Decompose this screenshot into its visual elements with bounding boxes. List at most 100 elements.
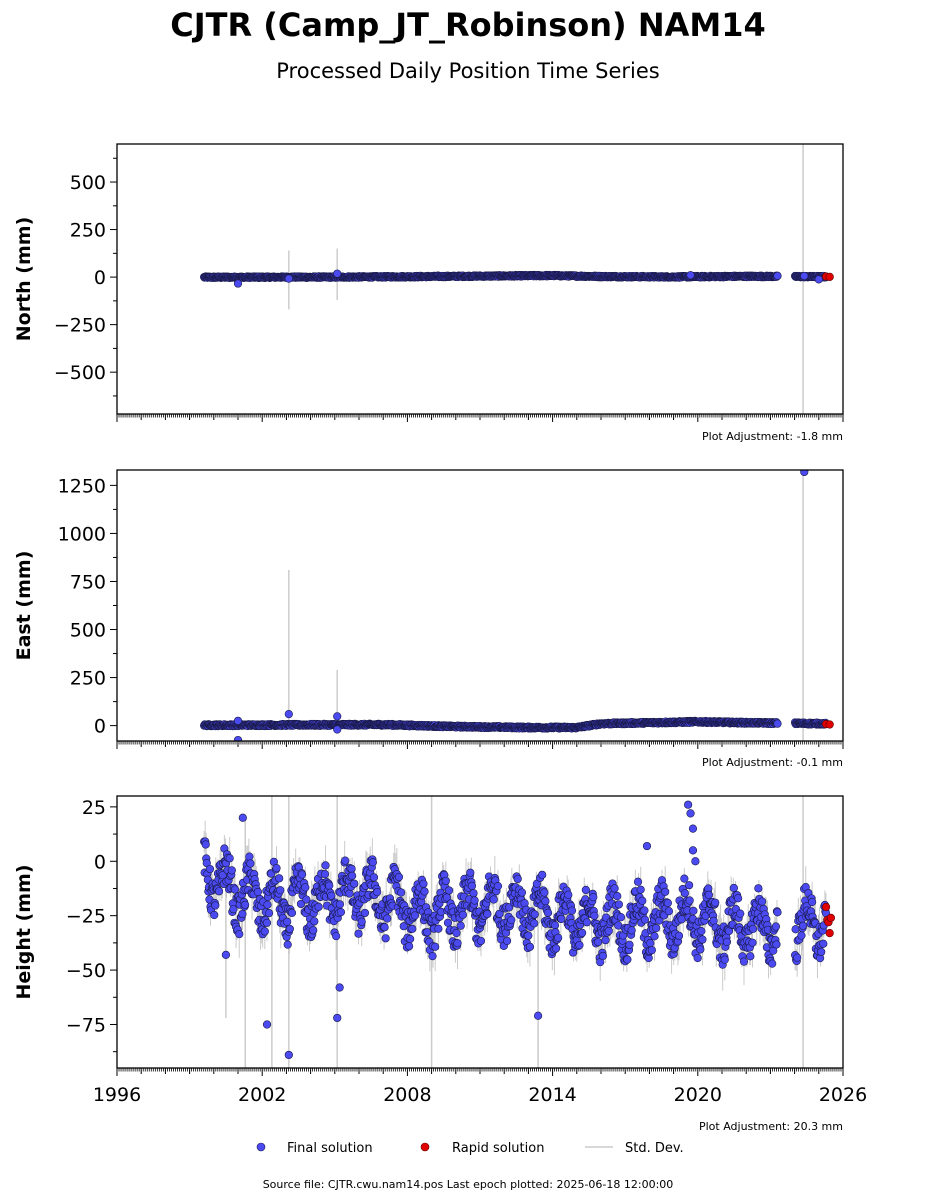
height-data-point bbox=[354, 929, 363, 938]
height-data-point bbox=[381, 934, 390, 943]
height-data-point bbox=[235, 929, 244, 939]
height-data-point bbox=[567, 906, 577, 915]
height-data-point bbox=[253, 887, 262, 897]
height-data-point bbox=[373, 887, 382, 897]
height-data-point bbox=[773, 908, 782, 917]
panel-east: 0 250 500 750 1000 1250 East (mm) bbox=[13, 469, 844, 749]
height-rapid-series bbox=[821, 902, 836, 938]
height-data-point bbox=[633, 877, 643, 886]
height-plot-area bbox=[200, 796, 836, 1068]
height-data-point bbox=[272, 864, 281, 873]
height-rapid-point bbox=[826, 913, 836, 922]
height-data-point bbox=[513, 874, 522, 884]
height-outlier-point bbox=[688, 846, 698, 855]
height-data-point bbox=[613, 891, 622, 901]
height-data-point bbox=[489, 895, 498, 904]
height-data-point bbox=[791, 925, 800, 934]
east-data-point bbox=[773, 719, 782, 728]
height-outlier-point bbox=[335, 983, 344, 992]
height-data-point bbox=[722, 937, 732, 946]
height-data-point bbox=[230, 885, 240, 894]
height-data-point bbox=[650, 932, 659, 941]
east-axes-frame bbox=[116, 469, 844, 742]
height-data-point bbox=[627, 926, 636, 935]
height-data-point bbox=[704, 890, 713, 899]
height-data-point bbox=[469, 889, 478, 898]
height-data-point bbox=[739, 957, 749, 966]
east-outlier-point bbox=[284, 709, 293, 719]
east-y-tick-label: 1250 bbox=[58, 475, 106, 497]
east-y-tick-label: 750 bbox=[70, 571, 106, 593]
height-data-point bbox=[264, 909, 274, 918]
height-data-point bbox=[210, 910, 219, 920]
north-outlier-point bbox=[686, 271, 695, 280]
height-outlier-point bbox=[221, 950, 230, 959]
height-data-point bbox=[748, 938, 757, 947]
height-data-point bbox=[685, 881, 694, 890]
height-data-point bbox=[368, 858, 377, 867]
height-rapid-point bbox=[821, 902, 831, 912]
height-data-point bbox=[578, 928, 587, 937]
height-data-point bbox=[310, 917, 319, 926]
height-data-point bbox=[483, 909, 492, 919]
height-data-point bbox=[736, 909, 745, 918]
east-final-series bbox=[200, 470, 831, 741]
north-outlier-point bbox=[333, 269, 342, 278]
north-outlier-point bbox=[284, 274, 293, 283]
height-data-point bbox=[444, 886, 454, 895]
height-data-point bbox=[746, 952, 755, 961]
north-y-tick-label: −500 bbox=[54, 362, 106, 384]
height-data-point bbox=[564, 890, 573, 899]
east-y-axis-label: East (mm) bbox=[13, 551, 35, 661]
height-data-point bbox=[404, 942, 414, 951]
height-data-point bbox=[623, 955, 632, 964]
height-data-point bbox=[428, 951, 437, 961]
height-data-point bbox=[205, 864, 215, 874]
height-data-point bbox=[263, 900, 272, 909]
height-y-axis-label: Height (mm) bbox=[13, 864, 35, 999]
north-final-series bbox=[200, 269, 831, 288]
height-data-point bbox=[214, 887, 224, 896]
height-outlier-point bbox=[691, 857, 700, 866]
height-data-point bbox=[680, 874, 689, 883]
north-y-tick-label: −250 bbox=[54, 315, 106, 337]
height-data-point bbox=[575, 941, 584, 950]
height-data-point bbox=[453, 939, 462, 948]
height-data-point bbox=[661, 887, 670, 896]
height-data-point bbox=[772, 940, 781, 949]
height-data-point bbox=[348, 871, 357, 880]
height-data-point bbox=[757, 897, 767, 906]
north-y-axis-label: North (mm) bbox=[13, 217, 35, 342]
height-data-point bbox=[320, 870, 330, 879]
height-data-point bbox=[423, 928, 432, 937]
height-data-point bbox=[241, 900, 250, 909]
height-data-point bbox=[456, 921, 465, 930]
height-data-point bbox=[748, 924, 758, 933]
height-data-point bbox=[589, 892, 598, 902]
height-outlier-point bbox=[262, 1020, 272, 1029]
height-data-point bbox=[768, 959, 777, 968]
height-outlier-point bbox=[238, 813, 247, 822]
east-y-tick-label: 250 bbox=[70, 668, 106, 690]
height-data-point bbox=[211, 901, 220, 910]
height-data-point bbox=[554, 933, 563, 942]
height-data-point bbox=[321, 861, 330, 870]
height-data-point bbox=[793, 953, 802, 962]
height-data-point bbox=[394, 872, 404, 882]
height-data-point bbox=[229, 905, 238, 914]
height-data-point bbox=[383, 914, 392, 923]
chart-title: CJTR (Camp_JT_Robinson) NAM14 bbox=[170, 6, 765, 44]
height-data-point bbox=[693, 953, 702, 963]
height-data-point bbox=[680, 889, 689, 898]
height-data-point bbox=[647, 946, 656, 955]
height-data-point bbox=[664, 907, 674, 916]
height-data-point bbox=[287, 908, 297, 917]
east-outlier-point bbox=[233, 735, 243, 741]
height-outlier-point bbox=[333, 1013, 342, 1023]
height-data-point bbox=[406, 934, 415, 944]
height-data-point bbox=[771, 922, 781, 931]
height-data-point bbox=[601, 936, 610, 945]
height-data-point bbox=[408, 924, 417, 933]
height-data-point bbox=[538, 870, 547, 879]
